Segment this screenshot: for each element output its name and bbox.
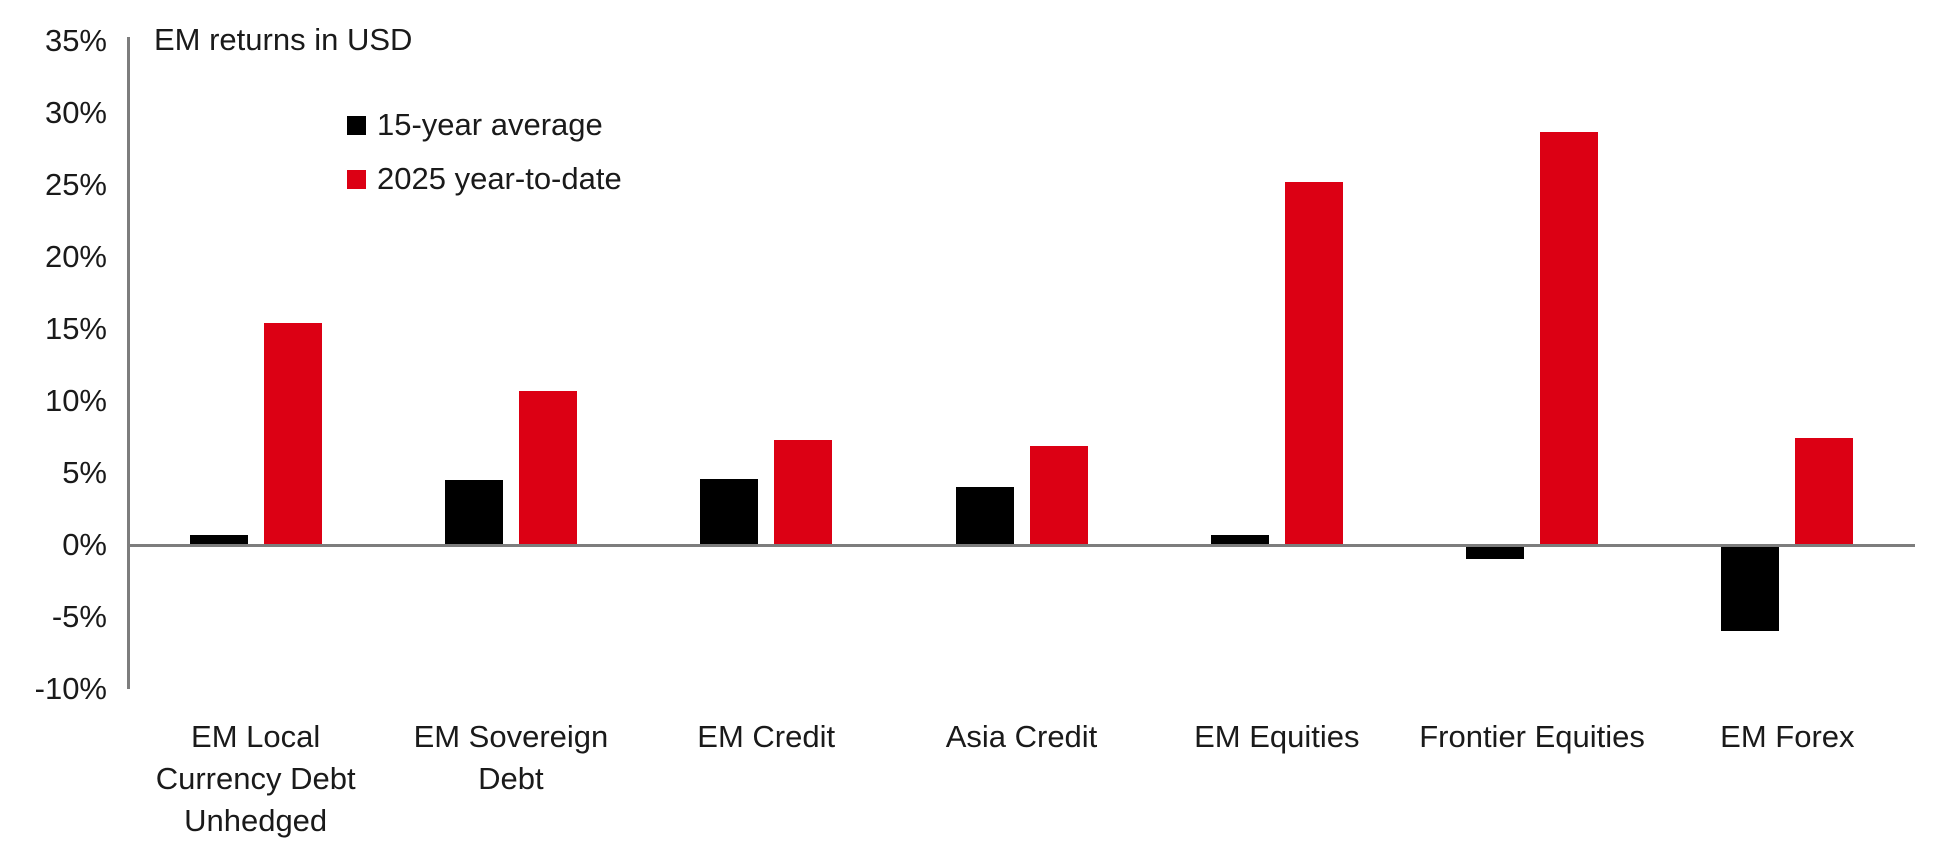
category-label-frontier-equities: Frontier Equities — [1419, 719, 1645, 754]
legend-swatch-2025-year-to-date — [347, 170, 366, 189]
bar-15-year-average-em-local-currency-debt-unhedged — [189, 534, 248, 545]
category-label-em-credit: EM Credit — [697, 719, 836, 754]
category-label-em-sovereign-debt: EM Sovereign Debt — [413, 719, 609, 796]
bar-2025-year-to-date-em-sovereign-debt — [518, 390, 577, 545]
y-tick-label-10: -10% — [34, 671, 107, 706]
bar-2025-year-to-date-em-local-currency-debt-unhedged — [263, 323, 322, 545]
bar-15-year-average-asia-credit — [955, 487, 1014, 545]
y-tick-label-15: 15% — [44, 311, 107, 346]
y-tick-label-0: 0% — [62, 527, 107, 562]
bar-15-year-average-em-equities — [1210, 534, 1269, 545]
y-tick-label-10: 10% — [44, 383, 107, 418]
bar-15-year-average-em-credit — [700, 478, 759, 545]
y-tick-label-5: 5% — [62, 455, 107, 490]
bar-15-year-average-em-sovereign-debt — [444, 480, 503, 545]
category-label-em-forex: EM Forex — [1720, 719, 1855, 754]
category-label-em-equities: EM Equities — [1194, 719, 1360, 754]
y-tick-label-20: 20% — [44, 239, 107, 274]
bar-15-year-average-frontier-equities — [1466, 546, 1525, 559]
legend-label-2025-year-to-date: 2025 year-to-date — [377, 161, 622, 196]
bar-2025-year-to-date-asia-credit — [1029, 445, 1088, 545]
category-label-em-local-currency-debt-unhedged: EM Local Currency Debt Unhedged — [155, 719, 356, 838]
y-axis-line — [127, 37, 130, 689]
bar-2025-year-to-date-em-forex — [1795, 438, 1854, 545]
y-tick-label-30: 30% — [44, 95, 107, 130]
legend-swatch-15-year-average — [347, 116, 366, 135]
y-tick-label-5: -5% — [51, 599, 107, 634]
legend-label-15-year-average: 15-year average — [377, 107, 603, 142]
category-label-asia-credit: Asia Credit — [945, 719, 1098, 754]
bar-2025-year-to-date-frontier-equities — [1540, 131, 1599, 545]
bar-2025-year-to-date-em-equities — [1284, 182, 1343, 545]
bar-15-year-average-em-forex — [1721, 546, 1780, 631]
bar-2025-year-to-date-em-credit — [774, 439, 833, 545]
zero-baseline — [127, 544, 1915, 547]
y-tick-label-35: 35% — [44, 23, 107, 58]
y-tick-label-25: 25% — [44, 167, 107, 202]
chart-title: EM returns in USD — [154, 22, 413, 57]
